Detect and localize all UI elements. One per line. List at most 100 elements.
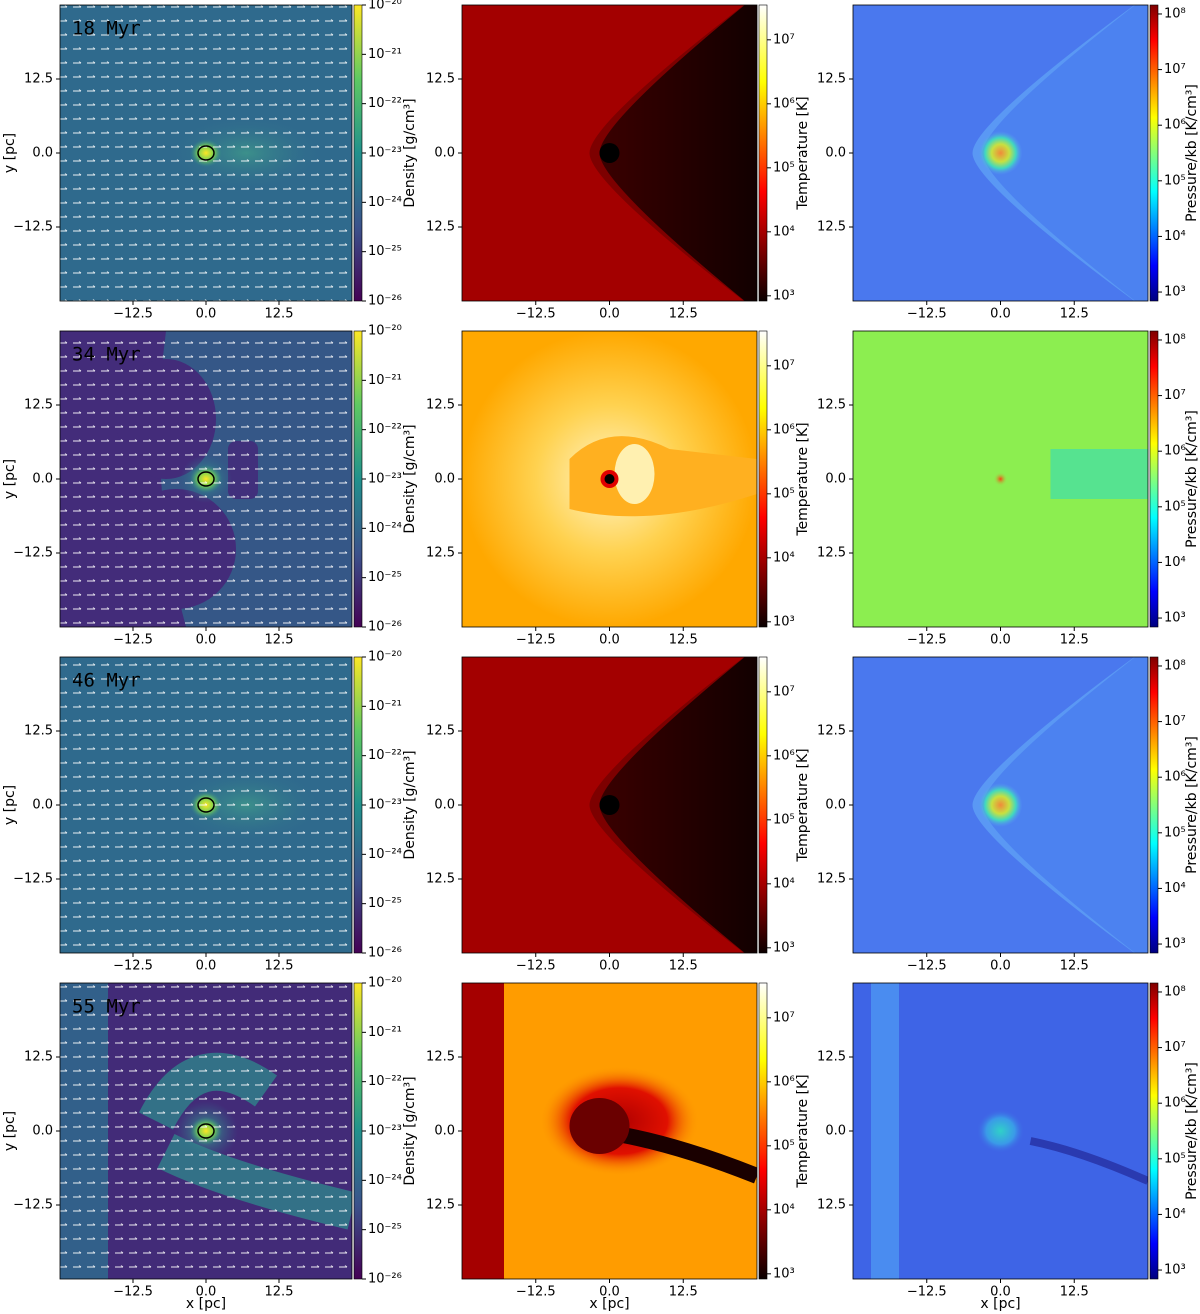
- panel-image: [462, 657, 757, 953]
- x-tick-label: 0.0: [599, 633, 620, 648]
- colorbar-label: Temperature [K]: [795, 422, 811, 536]
- image-feature: [614, 444, 655, 504]
- colorbar-tick-label: 10⁻²⁶: [368, 620, 402, 635]
- panel-image: [853, 657, 1148, 953]
- y-axis-label: y [pc]: [2, 785, 18, 825]
- time-label: 55 Myr: [72, 996, 141, 1018]
- colorbar-tick-label: 10³: [773, 614, 795, 629]
- colorbar: [353, 982, 363, 1280]
- y-axis-label: y [pc]: [2, 1111, 18, 1151]
- colorbar-label: Pressure/kb [K/cm³]: [1184, 84, 1200, 222]
- colorbar-tick-label: 10⁷: [1164, 714, 1186, 729]
- x-tick-label: 0.0: [990, 959, 1011, 974]
- colorbar: [1149, 982, 1159, 1280]
- colorbar-tick-label: 10⁻²³: [368, 798, 402, 813]
- panel-image: [462, 331, 757, 627]
- colorbar-tick-label: 10⁵: [1164, 825, 1186, 840]
- y-tick-label: 12.5: [817, 546, 846, 561]
- colorbar: [1149, 656, 1159, 954]
- image-feature: [976, 1109, 1025, 1153]
- colorbar-tick-label: 10⁷: [1164, 62, 1186, 77]
- x-tick-label: 0.0: [990, 307, 1011, 322]
- x-tick-label: −12.5: [907, 307, 947, 322]
- colorbar-tick-label: 10⁷: [773, 684, 795, 699]
- colorbar-tick-label: 10⁸: [1164, 332, 1186, 347]
- y-tick-label: −12.5: [13, 1198, 53, 1213]
- y-tick-label: −12.5: [13, 872, 53, 887]
- colorbar-label: Density [g/cm³]: [402, 1076, 418, 1185]
- colorbar-tick-label: 10³: [1164, 611, 1186, 626]
- colorbar: [1149, 4, 1159, 302]
- y-tick-label: 12.5: [426, 220, 455, 235]
- colorbar-tick-label: 10⁶: [773, 748, 795, 763]
- x-tick-label: 12.5: [265, 633, 294, 648]
- x-tick-label: 12.5: [1060, 307, 1089, 322]
- colorbar-tick-label: 10⁻²⁶: [368, 1272, 402, 1287]
- time-label: 34 Myr: [72, 344, 141, 366]
- y-tick-label: 12.5: [817, 72, 846, 87]
- x-tick-label: 0.0: [196, 307, 217, 322]
- x-axis-label: x [pc]: [589, 1296, 629, 1312]
- colorbar-tick-label: 10⁵: [1164, 499, 1186, 514]
- colorbar-tick-label: 10³: [773, 940, 795, 955]
- panel: −12.5 0.0 12.5 12.5 0.0 12.5 10³ 10⁴ 10⁵ 10⁶ 10⁷ 10…: [817, 330, 1200, 648]
- panel-image: [462, 983, 757, 1279]
- y-tick-label: 12.5: [24, 1050, 53, 1065]
- panel-image: [60, 5, 352, 301]
- image-feature: [599, 657, 757, 953]
- colorbar-tick-label: 10⁻²¹: [368, 47, 402, 62]
- x-tick-label: 0.0: [196, 959, 217, 974]
- image-feature: [569, 436, 757, 517]
- y-tick-label: 12.5: [817, 724, 846, 739]
- colorbar-tick-label: 10⁻²⁴: [368, 1173, 402, 1188]
- y-tick-label: 0.0: [434, 1124, 455, 1139]
- colorbar-tick-label: 10⁻²¹: [368, 1025, 402, 1040]
- time-label: 18 Myr: [72, 18, 141, 40]
- panel: −12.5 0.0 12.5 12.5 0.0 12.5 10³ 10⁴ 10⁵ 10⁶ 10⁷ 10…: [817, 656, 1200, 974]
- colorbar-tick-label: 10⁻²⁵: [368, 570, 402, 585]
- x-tick-label: 12.5: [669, 1285, 698, 1300]
- colorbar-tick-label: 10⁻²⁵: [368, 1222, 402, 1237]
- colorbar-tick-label: 10³: [773, 288, 795, 303]
- image-feature: [993, 472, 1008, 486]
- colorbar-tick-label: 10³: [1164, 285, 1186, 300]
- colorbar-tick-label: 10⁷: [1164, 1040, 1186, 1055]
- y-tick-label: 0.0: [825, 472, 846, 487]
- colorbar-tick-label: 10⁻²²: [368, 96, 402, 111]
- colorbar-tick-label: 10⁻²⁰: [368, 0, 402, 13]
- colorbar: [758, 330, 768, 628]
- panel-image: [853, 983, 1148, 1279]
- image-feature: [569, 1098, 630, 1154]
- panel-image: [60, 657, 352, 953]
- y-tick-label: 12.5: [426, 72, 455, 87]
- density-contour: [197, 1123, 215, 1139]
- x-tick-label: 0.0: [599, 1285, 620, 1300]
- image-feature: [1029, 1137, 1148, 1185]
- colorbar-tick-label: 10⁻²²: [368, 1074, 402, 1089]
- colorbar-tick-label: 10⁵: [773, 160, 795, 175]
- colorbar-tick-label: 10⁶: [773, 1074, 795, 1089]
- x-tick-label: 12.5: [669, 307, 698, 322]
- x-tick-label: 12.5: [1060, 633, 1089, 648]
- density-contour: [197, 471, 215, 487]
- panel: −12.5 0.0 12.5 −12.5 0.0 12.5 55 Myr y [pc] x [p…: [2, 976, 418, 1313]
- colorbar-tick-label: 10⁻²⁶: [368, 294, 402, 309]
- panel-image: [60, 983, 352, 1279]
- colorbar-tick-label: 10³: [773, 1266, 795, 1281]
- x-tick-label: −12.5: [516, 1285, 556, 1300]
- x-tick-label: 0.0: [599, 959, 620, 974]
- y-tick-label: 12.5: [426, 546, 455, 561]
- colorbar-tick-label: 10⁻²⁵: [368, 244, 402, 259]
- y-tick-label: 12.5: [24, 398, 53, 413]
- x-tick-label: −12.5: [907, 1285, 947, 1300]
- image-feature: [462, 983, 504, 1279]
- colorbar-tick-label: 10⁻²¹: [368, 373, 402, 388]
- y-tick-label: 12.5: [817, 1050, 846, 1065]
- velocity-arrows: [60, 5, 352, 301]
- x-tick-label: −12.5: [113, 633, 153, 648]
- colorbar-tick-label: 10⁵: [1164, 1151, 1186, 1166]
- panel-image: [60, 331, 352, 627]
- colorbar-tick-label: 10⁸: [1164, 658, 1186, 673]
- colorbar-tick-label: 10⁻²²: [368, 422, 402, 437]
- x-tick-label: −12.5: [516, 633, 556, 648]
